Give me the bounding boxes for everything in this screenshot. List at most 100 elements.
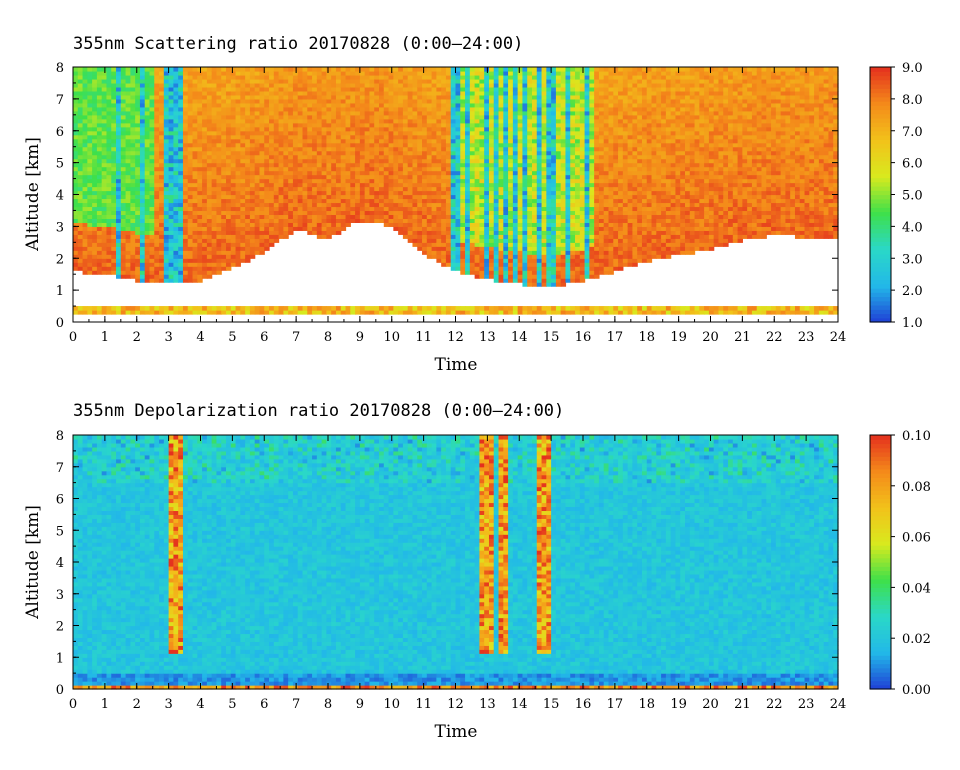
heatmap-cell <box>417 94 423 100</box>
heatmap-cell <box>412 222 418 227</box>
heatmap-cell <box>192 270 198 275</box>
heatmap-cell <box>522 102 528 108</box>
heatmap-cell <box>283 90 289 96</box>
heatmap-cell <box>302 218 308 223</box>
heatmap-cell <box>197 194 203 200</box>
heatmap-cell <box>288 162 294 168</box>
heatmap-cell <box>379 198 385 204</box>
heatmap-cell <box>125 162 131 168</box>
heatmap-cell <box>82 194 88 200</box>
heatmap-cell <box>450 242 457 247</box>
heatmap-cell <box>441 238 447 243</box>
heatmap-cell <box>288 150 294 156</box>
heatmap-cell <box>283 150 289 156</box>
heatmap-cell <box>101 114 108 120</box>
heatmap-cell <box>326 166 332 172</box>
heatmap-cell <box>402 90 409 96</box>
heatmap-cell <box>355 174 361 180</box>
heatmap-cell <box>144 190 151 196</box>
heatmap-cell <box>82 110 88 116</box>
heatmap-cell <box>96 150 103 156</box>
heatmap-cell <box>445 154 452 160</box>
heatmap-cell <box>297 218 304 223</box>
heatmap-cell <box>159 206 165 212</box>
heatmap-cell <box>159 250 165 255</box>
heatmap-cell <box>216 246 222 251</box>
heatmap-cell <box>254 250 261 255</box>
heatmap-cell <box>297 146 304 152</box>
heatmap-cell <box>187 94 194 100</box>
heatmap-cell <box>187 278 194 283</box>
heatmap-cell <box>445 118 452 124</box>
heatmap-cell <box>488 118 495 124</box>
heatmap-cell <box>159 130 165 136</box>
heatmap-cell <box>441 262 447 267</box>
heatmap-cell <box>106 222 112 227</box>
heatmap-cell <box>173 142 179 148</box>
heatmap-cell <box>245 166 251 172</box>
heatmap-cell <box>474 222 481 227</box>
heatmap-cell <box>374 210 380 216</box>
heatmap-cell <box>512 94 519 100</box>
heatmap-cell <box>163 126 170 132</box>
heatmap-cell <box>292 202 299 208</box>
heatmap-cell <box>288 206 294 212</box>
heatmap-cell <box>345 70 351 76</box>
heatmap-cell <box>407 162 414 168</box>
heatmap-cell <box>245 138 251 144</box>
heatmap-cell <box>407 90 414 96</box>
heatmap-cell <box>374 130 380 136</box>
heatmap-cell <box>149 266 155 271</box>
heatmap-cell <box>527 210 533 216</box>
heatmap-cell <box>269 234 275 239</box>
heatmap-cell <box>297 114 304 120</box>
heatmap-cell <box>159 262 165 267</box>
heatmap-cell <box>259 138 265 144</box>
heatmap-cell <box>264 67 270 72</box>
heatmap-cell <box>469 194 476 200</box>
heatmap-cell <box>431 142 437 148</box>
heatmap-cell <box>87 146 93 152</box>
heatmap-cell <box>168 82 175 88</box>
heatmap-cell <box>407 146 414 152</box>
heatmap-cell <box>364 190 371 196</box>
heatmap-cell <box>120 190 127 196</box>
heatmap-cell <box>87 118 93 124</box>
heatmap-cell <box>369 150 375 156</box>
heatmap-cell <box>221 182 227 188</box>
heatmap-cell <box>125 126 131 132</box>
heatmap-cell <box>469 198 476 204</box>
heatmap-cell <box>139 210 146 216</box>
heatmap-cell <box>206 82 213 88</box>
heatmap-cell <box>197 134 203 140</box>
heatmap-cell <box>474 94 481 100</box>
heatmap-cell <box>135 194 141 200</box>
heatmap-cell <box>460 118 466 124</box>
heatmap-cell <box>431 122 437 128</box>
heatmap-cell <box>312 102 318 108</box>
heatmap-cell <box>508 78 514 84</box>
heatmap-cell <box>144 222 151 227</box>
heatmap-cell <box>469 70 476 76</box>
heatmap-cell <box>297 70 304 76</box>
heatmap-cell <box>245 67 251 72</box>
heatmap-cell <box>192 94 198 100</box>
heatmap-cell <box>493 258 500 263</box>
heatmap-cell <box>431 310 437 315</box>
heatmap-cell <box>436 122 442 128</box>
heatmap-cell <box>73 242 79 247</box>
heatmap-cell <box>77 90 84 96</box>
heatmap-cell <box>359 194 366 200</box>
heatmap-cell <box>130 190 136 196</box>
heatmap-cell <box>445 170 452 176</box>
heatmap-cell <box>431 170 437 176</box>
heatmap-cell <box>292 78 299 84</box>
heatmap-cell <box>211 218 218 223</box>
heatmap-cell <box>163 102 170 108</box>
heatmap-cell <box>240 222 246 227</box>
heatmap-cell <box>302 178 308 184</box>
heatmap-cell <box>154 238 160 243</box>
heatmap-cell <box>73 262 79 267</box>
heatmap-cell <box>77 198 84 204</box>
